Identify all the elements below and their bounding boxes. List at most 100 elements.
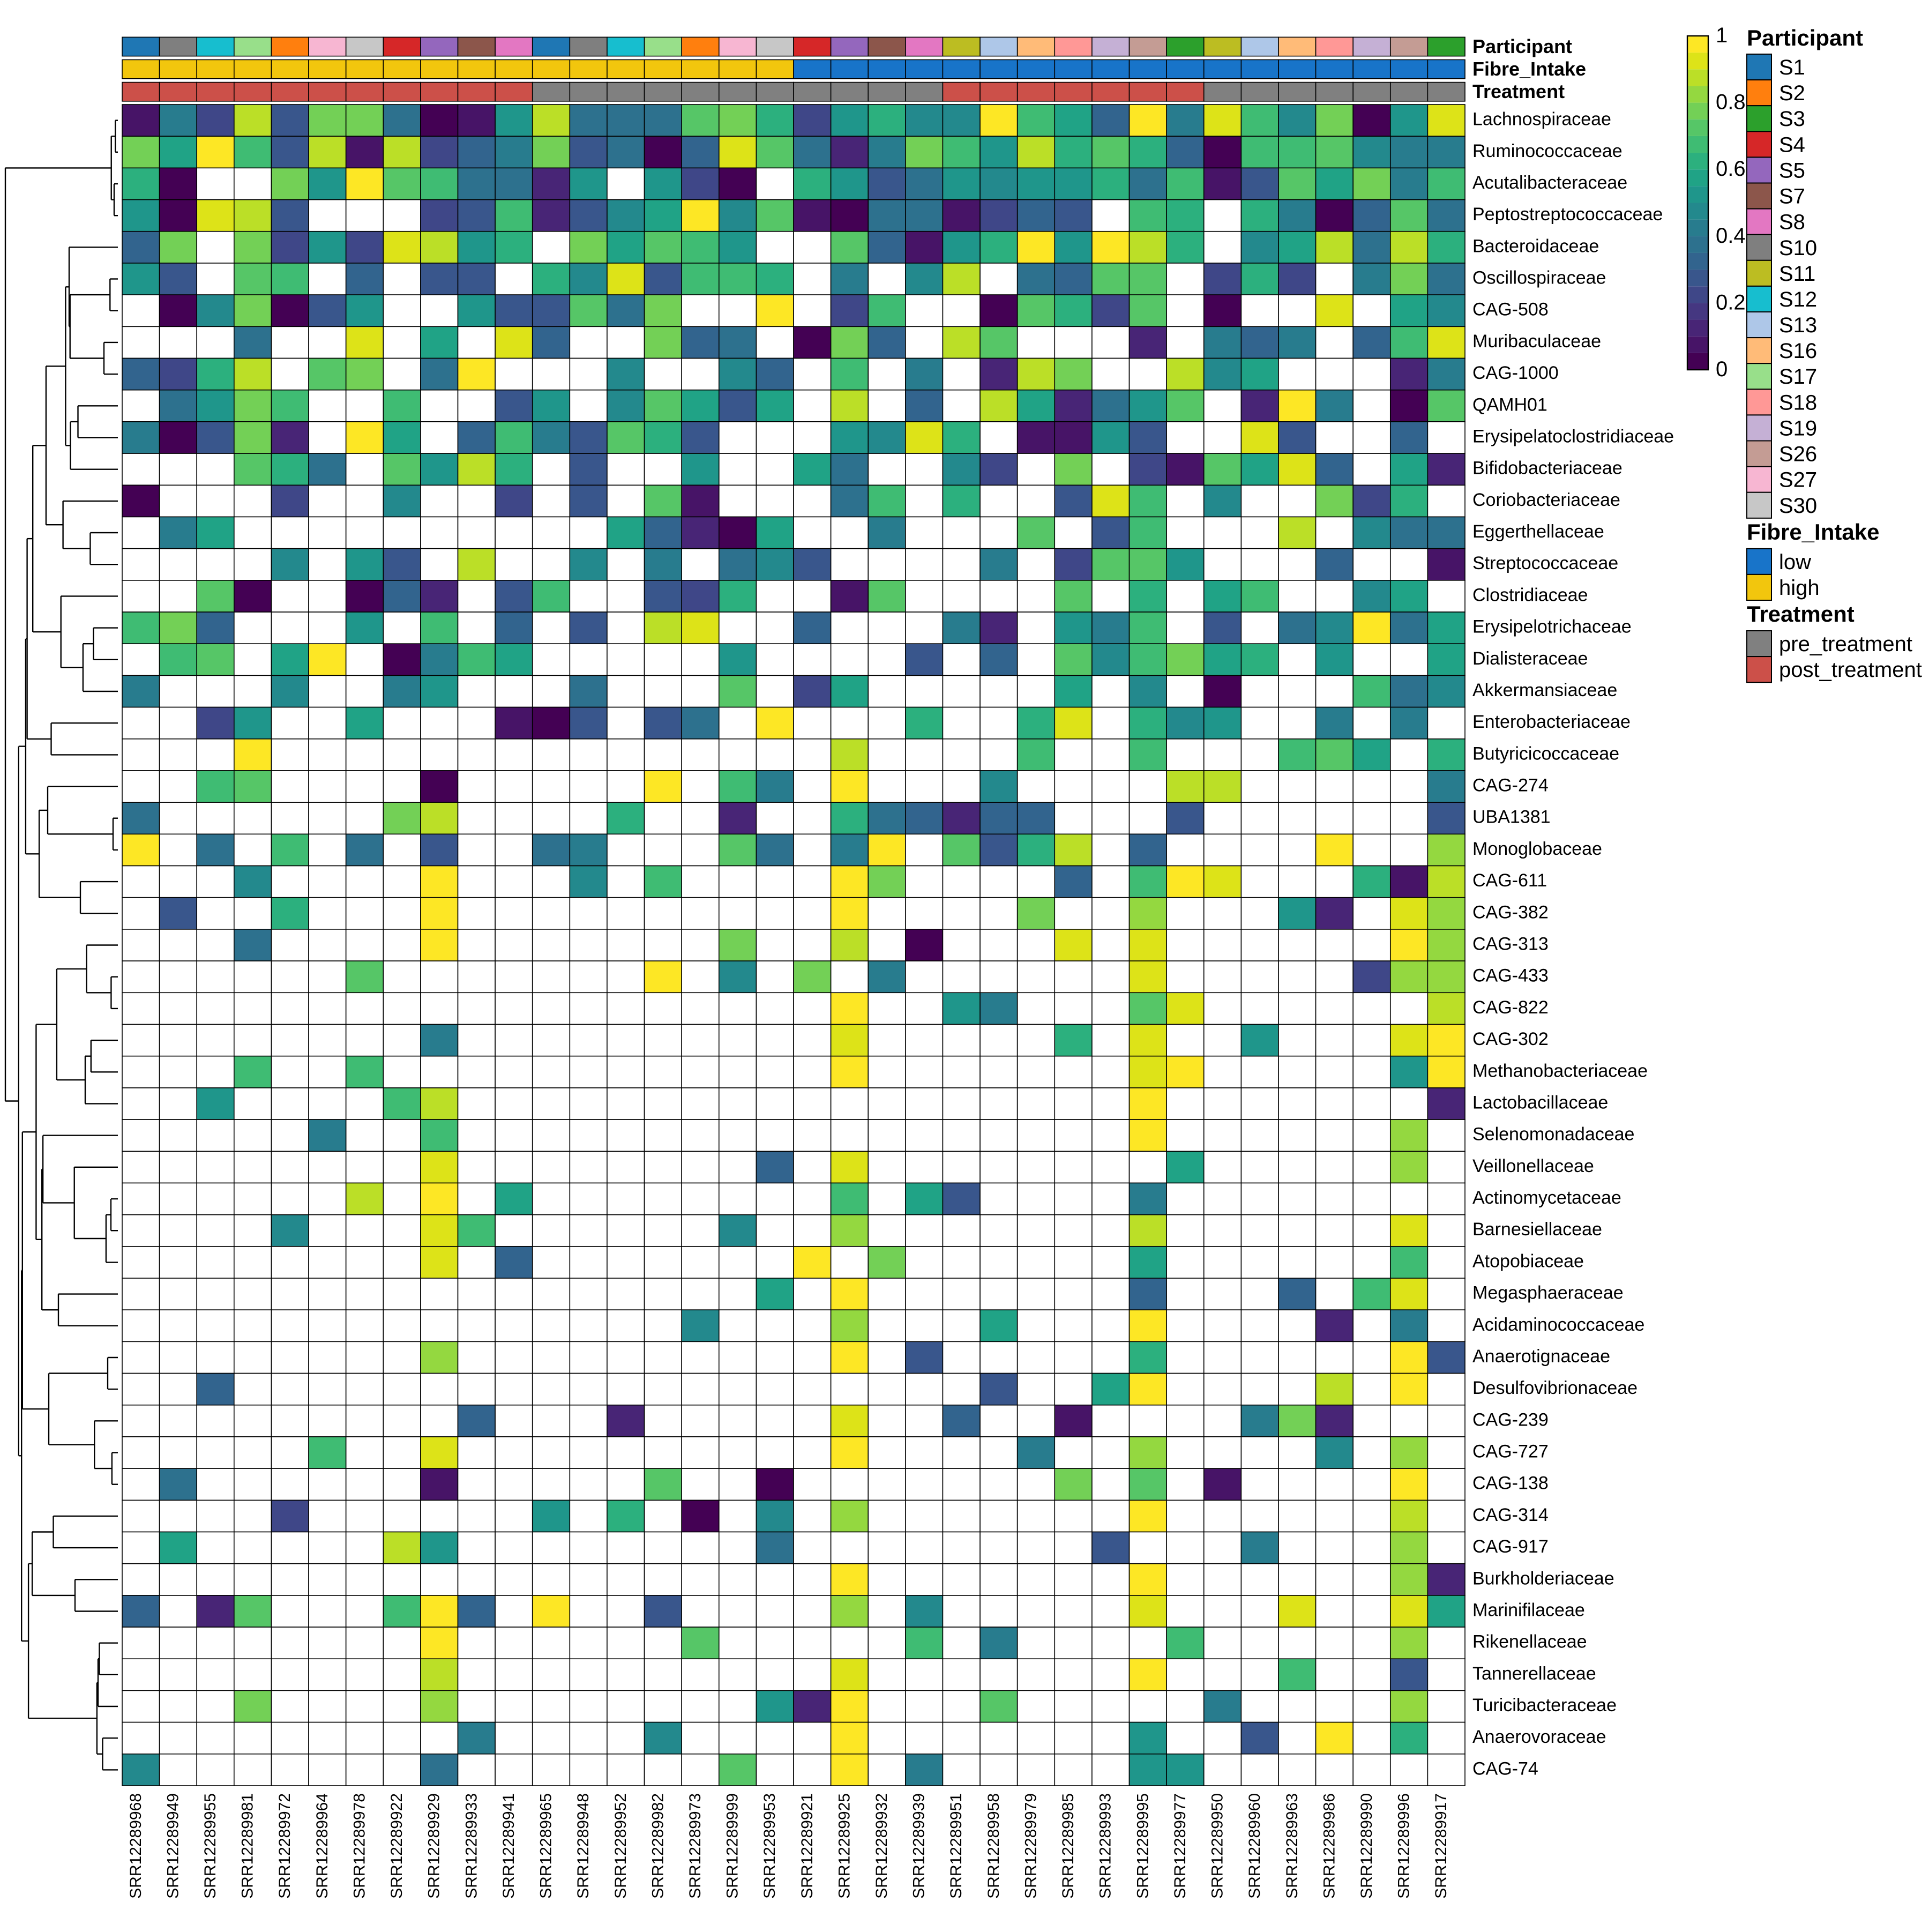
svg-text:SRR12289995: SRR12289995 — [1134, 1793, 1152, 1899]
svg-text:Actinomycetaceae: Actinomycetaceae — [1472, 1188, 1621, 1208]
svg-text:0.4: 0.4 — [1716, 224, 1746, 248]
svg-text:Butyricicoccaceae: Butyricicoccaceae — [1472, 743, 1619, 764]
svg-text:Selenomonadaceae: Selenomonadaceae — [1472, 1124, 1634, 1145]
svg-text:S17: S17 — [1779, 365, 1817, 389]
svg-text:UBA1381: UBA1381 — [1472, 807, 1551, 827]
svg-text:S8: S8 — [1779, 211, 1805, 234]
svg-text:0.2: 0.2 — [1716, 290, 1746, 314]
svg-text:S30: S30 — [1779, 494, 1817, 518]
svg-text:SRR12289932: SRR12289932 — [873, 1793, 891, 1899]
svg-text:Burkholderiaceae: Burkholderiaceae — [1472, 1568, 1614, 1588]
svg-text:SRR12289917: SRR12289917 — [1432, 1793, 1450, 1899]
svg-text:CAG-917: CAG-917 — [1472, 1536, 1549, 1557]
svg-text:0: 0 — [1716, 357, 1728, 381]
svg-text:S11: S11 — [1779, 262, 1815, 286]
svg-text:SRR12289999: SRR12289999 — [724, 1793, 742, 1899]
svg-text:S10: S10 — [1779, 236, 1817, 260]
svg-text:Ruminococcaceae: Ruminococcaceae — [1472, 141, 1623, 161]
svg-text:SRR12289951: SRR12289951 — [947, 1793, 965, 1899]
svg-text:SRR12289965: SRR12289965 — [537, 1793, 555, 1899]
svg-text:Desulfovibrionaceae: Desulfovibrionaceae — [1472, 1378, 1638, 1398]
svg-text:Turicibacteraceae: Turicibacteraceae — [1472, 1695, 1617, 1715]
svg-text:SRR12289981: SRR12289981 — [239, 1793, 257, 1899]
svg-text:CAG-314: CAG-314 — [1472, 1505, 1549, 1525]
svg-text:QAMH01: QAMH01 — [1472, 394, 1547, 415]
svg-text:Fibre_Intake: Fibre_Intake — [1747, 519, 1879, 544]
svg-text:low: low — [1779, 550, 1811, 574]
svg-text:CAG-1000: CAG-1000 — [1472, 363, 1559, 383]
svg-text:SRR12289941: SRR12289941 — [500, 1793, 518, 1899]
svg-text:Lachnospiraceae: Lachnospiraceae — [1472, 109, 1611, 130]
svg-text:Bifidobacteriaceae: Bifidobacteriaceae — [1472, 458, 1623, 479]
svg-text:SRR12289949: SRR12289949 — [164, 1793, 182, 1899]
svg-text:CAG-239: CAG-239 — [1472, 1409, 1549, 1430]
svg-text:CAG-74: CAG-74 — [1472, 1758, 1538, 1779]
svg-text:S12: S12 — [1779, 288, 1817, 311]
svg-text:CAG-138: CAG-138 — [1472, 1473, 1549, 1494]
svg-text:Barnesiellaceae: Barnesiellaceae — [1472, 1219, 1602, 1240]
svg-text:Erysipelotrichaceae: Erysipelotrichaceae — [1472, 617, 1632, 637]
svg-text:Coriobacteriaceae: Coriobacteriaceae — [1472, 490, 1620, 510]
svg-text:CAG-382: CAG-382 — [1472, 902, 1549, 922]
svg-text:SRR12289933: SRR12289933 — [462, 1793, 480, 1899]
svg-text:SRR12289968: SRR12289968 — [127, 1793, 145, 1899]
svg-text:SRR12289952: SRR12289952 — [612, 1793, 630, 1899]
svg-text:CAG-727: CAG-727 — [1472, 1441, 1549, 1461]
svg-text:S7: S7 — [1779, 185, 1805, 208]
svg-text:SRR12289953: SRR12289953 — [761, 1793, 779, 1899]
svg-text:SRR12289921: SRR12289921 — [798, 1793, 816, 1899]
svg-text:Dialisteraceae: Dialisteraceae — [1472, 648, 1588, 669]
svg-text:Megasphaeraceae: Megasphaeraceae — [1472, 1283, 1624, 1303]
svg-text:CAG-313: CAG-313 — [1472, 934, 1549, 954]
svg-text:S5: S5 — [1779, 159, 1805, 182]
svg-text:SRR12289925: SRR12289925 — [835, 1793, 853, 1899]
svg-text:Monoglobaceae: Monoglobaceae — [1472, 839, 1602, 859]
svg-text:high: high — [1779, 576, 1820, 600]
svg-text:Methanobacteriaceae: Methanobacteriaceae — [1472, 1061, 1648, 1081]
svg-text:S26: S26 — [1779, 443, 1817, 466]
svg-text:S3: S3 — [1779, 107, 1805, 131]
svg-text:SRR12289972: SRR12289972 — [276, 1793, 294, 1899]
svg-text:Clostridiaceae: Clostridiaceae — [1472, 585, 1588, 605]
svg-text:SRR12289985: SRR12289985 — [1059, 1793, 1077, 1899]
svg-text:Treatment: Treatment — [1472, 80, 1565, 102]
svg-text:SRR12289973: SRR12289973 — [686, 1793, 704, 1899]
svg-text:SRR12289964: SRR12289964 — [313, 1793, 331, 1899]
svg-text:Marinifilaceae: Marinifilaceae — [1472, 1600, 1585, 1620]
svg-text:0.6: 0.6 — [1716, 157, 1746, 181]
svg-text:SRR12289963: SRR12289963 — [1283, 1793, 1301, 1899]
svg-text:SRR12289950: SRR12289950 — [1209, 1793, 1227, 1899]
svg-text:Peptostreptococcaceae: Peptostreptococcaceae — [1472, 204, 1663, 225]
svg-text:post_treatment: post_treatment — [1779, 658, 1922, 682]
svg-text:SRR12289993: SRR12289993 — [1097, 1793, 1115, 1899]
svg-text:Rikenellaceae: Rikenellaceae — [1472, 1632, 1587, 1652]
svg-text:SRR12289986: SRR12289986 — [1320, 1793, 1338, 1899]
svg-text:SRR12289960: SRR12289960 — [1246, 1793, 1263, 1899]
svg-text:Enterobacteriaceae: Enterobacteriaceae — [1472, 712, 1631, 732]
svg-text:Akkermansiaceae: Akkermansiaceae — [1472, 680, 1617, 700]
svg-text:SRR12289929: SRR12289929 — [425, 1793, 443, 1899]
svg-text:Anaerotignaceae: Anaerotignaceae — [1472, 1346, 1610, 1367]
svg-text:Acidaminococcaceae: Acidaminococcaceae — [1472, 1315, 1644, 1335]
svg-text:Veillonellaceae: Veillonellaceae — [1472, 1156, 1594, 1176]
svg-text:SRR12289939: SRR12289939 — [910, 1793, 928, 1899]
svg-text:CAG-508: CAG-508 — [1472, 300, 1549, 320]
svg-text:SRR12289948: SRR12289948 — [574, 1793, 592, 1899]
svg-text:S2: S2 — [1779, 81, 1805, 105]
svg-text:S18: S18 — [1779, 391, 1817, 414]
svg-text:CAG-274: CAG-274 — [1472, 775, 1549, 796]
svg-text:Atopobiaceae: Atopobiaceae — [1472, 1251, 1584, 1271]
svg-text:S19: S19 — [1779, 416, 1817, 440]
svg-text:SRR12289922: SRR12289922 — [388, 1793, 406, 1899]
svg-text:CAG-433: CAG-433 — [1472, 966, 1549, 986]
svg-text:SRR12289990: SRR12289990 — [1358, 1793, 1375, 1899]
svg-text:SRR12289979: SRR12289979 — [1022, 1793, 1040, 1899]
svg-text:SRR12289977: SRR12289977 — [1171, 1793, 1189, 1899]
svg-text:Participant: Participant — [1747, 25, 1863, 50]
svg-text:Anaerovoraceae: Anaerovoraceae — [1472, 1727, 1606, 1747]
svg-text:S13: S13 — [1779, 314, 1817, 337]
svg-text:Treatment: Treatment — [1747, 601, 1855, 626]
svg-text:Lactobacillaceae: Lactobacillaceae — [1472, 1092, 1608, 1113]
svg-text:S4: S4 — [1779, 133, 1805, 156]
svg-text:Participant: Participant — [1472, 35, 1572, 57]
